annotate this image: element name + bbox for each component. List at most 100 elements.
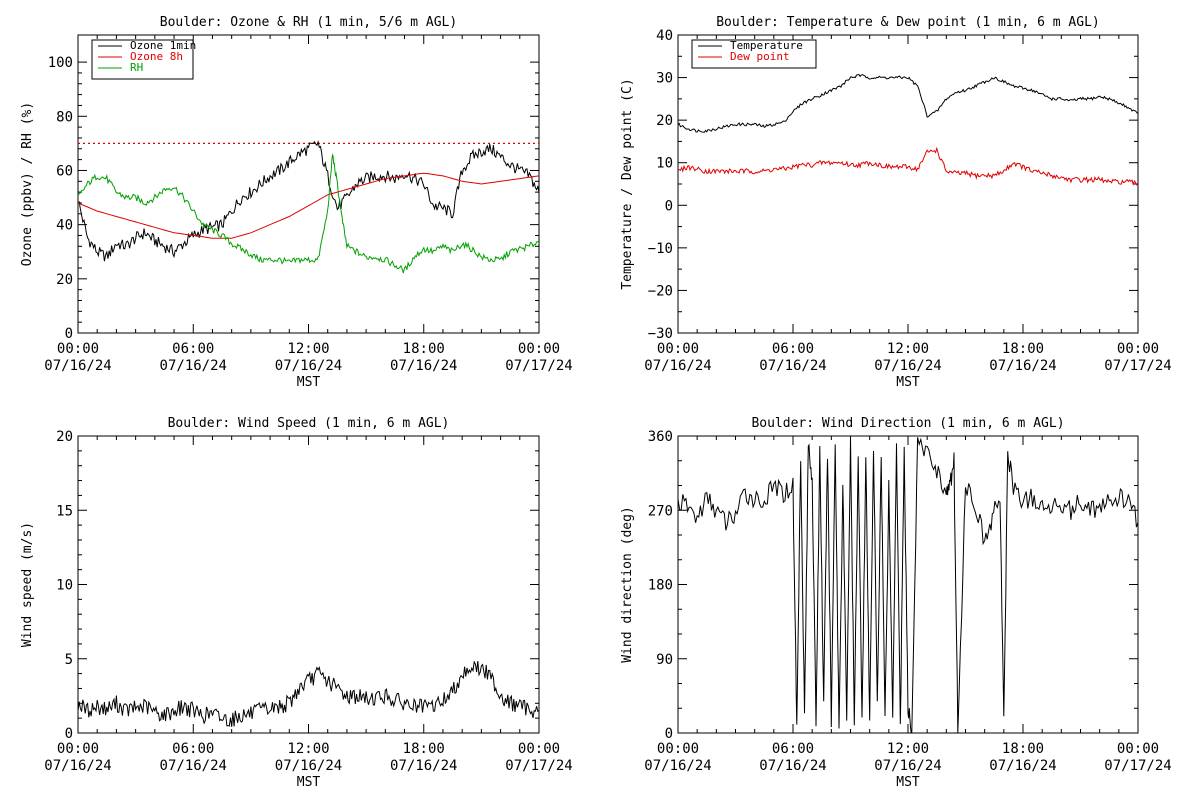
x-tick-label-date: 07/16/24: [44, 358, 111, 374]
chart-title: Boulder: Wind Direction (1 min, 6 m AGL): [751, 416, 1064, 431]
axes-ticks: 0510152000:0007/16/2406:0007/16/2412:000…: [44, 429, 572, 774]
plot-area: [678, 73, 1138, 187]
y-tick-label: 5: [65, 652, 73, 668]
chart-title: Boulder: Ozone & RH (1 min, 5/6 m AGL): [160, 15, 457, 30]
x-tick-label-time: 00:00: [57, 741, 99, 757]
legend-label: Dew point: [730, 50, 790, 63]
chart-title: Boulder: Temperature & Dew point (1 min,…: [716, 15, 1100, 30]
y-tick-label: 20: [56, 272, 73, 288]
x-tick-label-date: 07/16/24: [275, 358, 342, 374]
x-axis-label: MST: [896, 375, 920, 390]
chart-title: Boulder: Wind Speed (1 min, 6 m AGL): [168, 416, 450, 431]
x-tick-label-time: 00:00: [1117, 341, 1159, 357]
x-tick-label-time: 12:00: [887, 341, 929, 357]
y-tick-label: 60: [56, 163, 73, 179]
y-tick-label: 0: [665, 198, 673, 214]
y-tick-label: −10: [648, 241, 673, 257]
x-tick-label-time: 18:00: [1002, 341, 1044, 357]
x-tick-label-time: 12:00: [287, 341, 329, 357]
x-tick-label-date: 07/16/24: [759, 358, 826, 374]
x-tick-label-time: 18:00: [403, 741, 445, 757]
series-temperature: [678, 73, 1138, 133]
y-axis-label: Temperature / Dew point (C): [620, 78, 635, 289]
x-tick-label-time: 18:00: [403, 341, 445, 357]
y-tick-label: 180: [648, 578, 673, 594]
axes-ticks: 02040608010000:0007/16/2406:0007/16/2412…: [44, 34, 573, 374]
x-tick-label-time: 00:00: [57, 341, 99, 357]
x-tick-label-time: 00:00: [657, 341, 699, 357]
x-tick-label-date: 07/16/24: [989, 358, 1056, 374]
y-tick-label: 100: [48, 55, 73, 71]
series-line: [678, 436, 1138, 733]
y-tick-label: 20: [656, 113, 673, 129]
x-tick-label-date: 07/16/24: [874, 358, 941, 374]
legend-label: Ozone 1min: [130, 39, 196, 52]
x-tick-label-time: 00:00: [1117, 741, 1159, 757]
x-tick-label-date: 07/17/24: [1104, 358, 1171, 374]
y-tick-label: −30: [648, 326, 673, 342]
legend-label: Temperature: [730, 39, 803, 52]
y-tick-label: 360: [648, 429, 673, 445]
x-tick-label-time: 06:00: [172, 741, 214, 757]
x-axis-label: MST: [297, 375, 321, 390]
y-axis-label: Wind direction (deg): [620, 506, 635, 663]
x-tick-label-date: 07/16/24: [874, 758, 941, 774]
series-rh: [78, 153, 539, 274]
ozone-rh-chart: Boulder: Ozone & RH (1 min, 5/6 m AGL) O…: [20, 15, 573, 390]
x-tick-label-time: 00:00: [657, 741, 699, 757]
legend-label: Ozone 8h: [130, 50, 183, 63]
series-ozone-8h: [78, 172, 539, 239]
y-tick-label: 90: [656, 652, 673, 668]
y-tick-label: 80: [56, 109, 73, 125]
x-tick-label-date: 07/16/24: [390, 358, 457, 374]
x-tick-label-date: 07/16/24: [44, 758, 111, 774]
y-tick-label: 10: [56, 578, 73, 594]
x-tick-label-time: 06:00: [772, 341, 814, 357]
x-axis-label: MST: [297, 775, 321, 790]
x-tick-label-time: 06:00: [172, 341, 214, 357]
y-axis-label: Ozone (ppbv) / RH (%): [20, 102, 35, 266]
x-tick-label-date: 07/16/24: [989, 758, 1056, 774]
y-tick-label: 20: [56, 429, 73, 445]
x-tick-label-time: 06:00: [772, 741, 814, 757]
x-axis-label: MST: [896, 775, 920, 790]
y-tick-label: 15: [56, 503, 73, 519]
x-tick-label-time: 12:00: [287, 741, 329, 757]
axes-ticks: 09018027036000:0007/16/2406:0007/16/2412…: [644, 429, 1171, 774]
x-tick-label-date: 07/16/24: [160, 358, 227, 374]
x-tick-label-time: 00:00: [518, 341, 560, 357]
y-tick-label: −20: [648, 283, 673, 299]
x-tick-label-date: 07/17/24: [1104, 758, 1171, 774]
y-tick-label: 270: [648, 503, 673, 519]
x-tick-label-date: 07/16/24: [644, 358, 711, 374]
y-axis-label: Wind speed (m/s): [20, 522, 35, 647]
y-tick-label: 30: [656, 71, 673, 87]
x-tick-label-date: 07/16/24: [275, 758, 342, 774]
x-tick-label-date: 07/16/24: [759, 758, 826, 774]
plot-area: [78, 660, 539, 727]
y-tick-label: 40: [56, 218, 73, 234]
legend-label: RH: [130, 61, 143, 74]
x-tick-label-date: 07/16/24: [644, 758, 711, 774]
series-ozone-1min: [78, 139, 539, 262]
temperature-dewpoint-chart: Boulder: Temperature & Dew point (1 min,…: [620, 15, 1172, 390]
x-tick-label-date: 07/17/24: [505, 358, 572, 374]
x-tick-label-time: 12:00: [887, 741, 929, 757]
x-tick-label-time: 18:00: [1002, 741, 1044, 757]
series-line: [78, 660, 539, 727]
x-tick-label-time: 00:00: [518, 741, 560, 757]
y-tick-label: 0: [665, 726, 673, 742]
axes-ticks: −30−20−1001020304000:0007/16/2406:0007/1…: [644, 28, 1171, 374]
x-tick-label-date: 07/16/24: [160, 758, 227, 774]
plot-area: [678, 436, 1138, 733]
wind-direction-chart: Boulder: Wind Direction (1 min, 6 m AGL)…: [620, 416, 1172, 790]
x-tick-label-date: 07/17/24: [505, 758, 572, 774]
series-dew-point: [678, 146, 1138, 187]
plot-area: [78, 139, 539, 274]
y-tick-label: 0: [65, 726, 73, 742]
wind-speed-chart: Boulder: Wind Speed (1 min, 6 m AGL) Win…: [20, 416, 573, 790]
